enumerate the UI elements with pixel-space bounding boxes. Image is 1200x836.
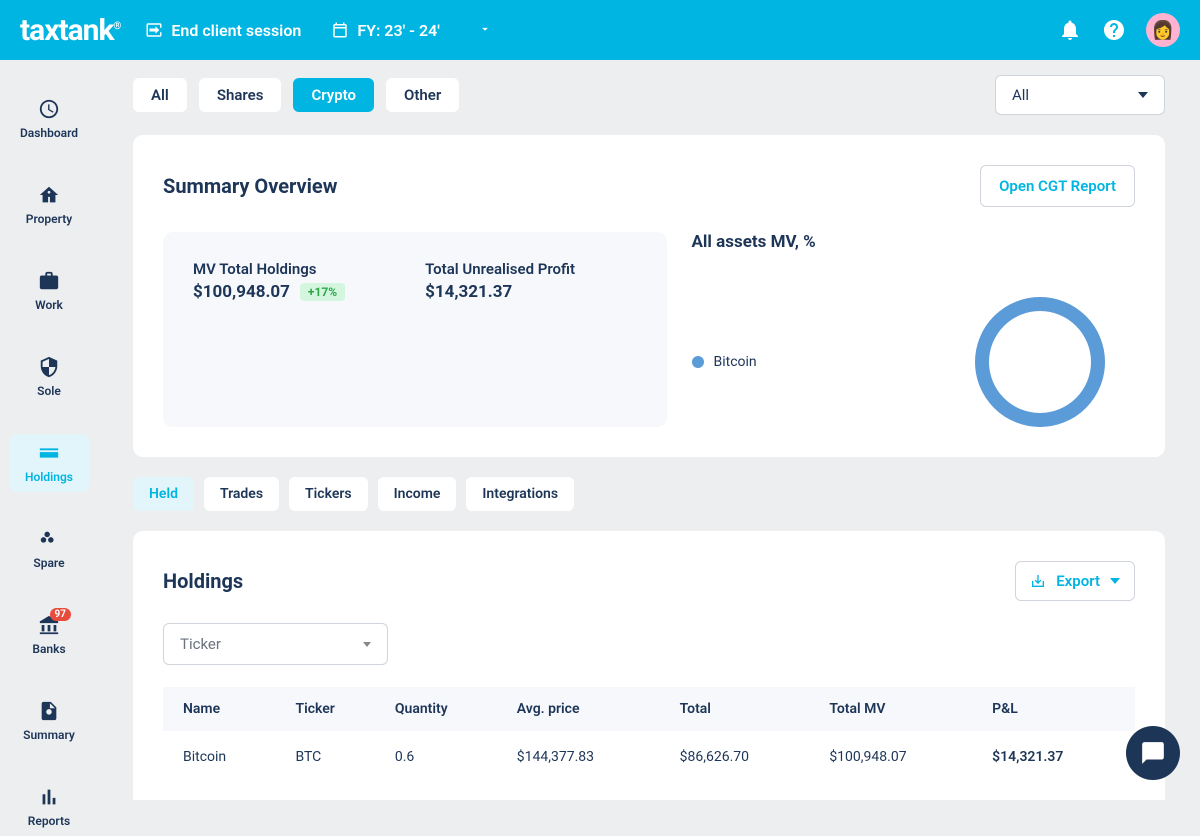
- fy-label: FY: 23' - 24': [357, 21, 440, 40]
- sidebar-item-spare[interactable]: Spare: [9, 520, 89, 578]
- filter-tab-crypto[interactable]: Crypto: [293, 78, 374, 112]
- col-avgprice: Avg. price: [507, 687, 670, 731]
- cell-avg: $144,377.83: [507, 731, 670, 783]
- sub-tabs: Held Trades Tickers Income Integrations: [133, 477, 1165, 511]
- sidebar-item-reports[interactable]: Reports: [9, 778, 89, 836]
- col-pl: P&L: [982, 687, 1135, 731]
- logout-icon: [145, 21, 163, 39]
- cell-ticker: BTC: [285, 731, 384, 783]
- sidebar-item-label: Summary: [23, 728, 75, 742]
- notifications-icon[interactable]: [1058, 18, 1082, 42]
- sidebar-item-label: Property: [26, 212, 72, 226]
- filter-tab-other[interactable]: Other: [386, 78, 459, 112]
- subtab-held[interactable]: Held: [133, 477, 194, 511]
- chat-icon: [1140, 740, 1166, 766]
- export-label: Export: [1056, 572, 1100, 590]
- sole-icon: [38, 356, 60, 378]
- sidebar-item-holdings[interactable]: Holdings: [9, 434, 89, 492]
- filter-row: All Shares Crypto Other All: [133, 75, 1165, 115]
- sidebar-item-label: Spare: [33, 556, 64, 570]
- calendar-icon: [331, 21, 349, 39]
- col-total: Total: [670, 687, 820, 731]
- help-icon[interactable]: [1102, 18, 1126, 42]
- sidebar-item-banks[interactable]: 97 Banks: [9, 606, 89, 664]
- filter-tab-all[interactable]: All: [133, 78, 187, 112]
- holdings-icon: [38, 442, 60, 464]
- dashboard-icon: [38, 98, 60, 120]
- sidebar-item-label: Holdings: [25, 470, 73, 484]
- profit-label: Total Unrealised Profit: [425, 260, 575, 278]
- avatar[interactable]: 👩: [1146, 13, 1180, 47]
- summary-icon: [38, 700, 60, 722]
- sidebar-item-sole[interactable]: Sole: [9, 348, 89, 406]
- ticker-dd-label: Ticker: [180, 635, 221, 653]
- cgt-report-button[interactable]: Open CGT Report: [980, 165, 1135, 207]
- holdings-title: Holdings: [163, 569, 243, 593]
- legend-label: Bitcoin: [714, 354, 757, 370]
- download-icon: [1030, 573, 1046, 589]
- legend-dot-icon: [692, 356, 704, 368]
- col-ticker: Ticker: [285, 687, 384, 731]
- main-content: All Shares Crypto Other All Summary Over…: [98, 60, 1200, 800]
- end-session-label: End client session: [171, 21, 301, 40]
- cell-total: $86,626.70: [670, 731, 820, 783]
- col-name: Name: [163, 687, 285, 731]
- sidebar-item-label: Dashboard: [20, 126, 78, 140]
- chat-button[interactable]: [1126, 726, 1180, 780]
- sidebar-item-label: Work: [35, 298, 63, 312]
- chart-legend: Bitcoin: [692, 354, 757, 370]
- reports-icon: [38, 786, 60, 808]
- export-button[interactable]: Export: [1015, 561, 1135, 601]
- chart-title: All assets MV, %: [692, 232, 1136, 252]
- summary-card: Summary Overview Open CGT Report MV Tota…: [133, 135, 1165, 457]
- summary-title: Summary Overview: [163, 174, 337, 198]
- subtab-income[interactable]: Income: [378, 477, 457, 511]
- filter-tab-shares[interactable]: Shares: [199, 78, 282, 112]
- sidebar-item-label: Sole: [37, 384, 61, 398]
- cell-pl: $14,321.37: [982, 731, 1135, 783]
- subtab-trades[interactable]: Trades: [204, 477, 279, 511]
- table-row[interactable]: Bitcoin BTC 0.6 $144,377.83 $86,626.70 $…: [163, 731, 1135, 783]
- subtab-integrations[interactable]: Integrations: [466, 477, 574, 511]
- sidebar-item-summary[interactable]: Summary: [9, 692, 89, 750]
- holdings-table: Name Ticker Quantity Avg. price Total To…: [163, 687, 1135, 783]
- col-totalmv: Total MV: [819, 687, 982, 731]
- chevron-down-icon: [363, 642, 371, 647]
- sidebar-item-dashboard[interactable]: Dashboard: [9, 90, 89, 148]
- sidebar: Dashboard Property Work Sole Holdings Sp…: [0, 60, 98, 800]
- mv-label: MV Total Holdings: [193, 260, 345, 278]
- cell-name: Bitcoin: [163, 731, 285, 783]
- stats-box: MV Total Holdings $100,948.07 +17% Total…: [163, 232, 667, 427]
- filter-dropdown[interactable]: All: [995, 75, 1165, 115]
- sidebar-item-work[interactable]: Work: [9, 262, 89, 320]
- chart-area: All assets MV, % Bitcoin: [692, 232, 1136, 427]
- holdings-card: Holdings Export Ticker Name Ticker Quant…: [133, 531, 1165, 800]
- fy-selector[interactable]: FY: 23' - 24': [331, 21, 492, 40]
- table-header-row: Name Ticker Quantity Avg. price Total To…: [163, 687, 1135, 731]
- spare-icon: [38, 528, 60, 550]
- sidebar-item-label: Reports: [28, 814, 70, 828]
- sidebar-item-property[interactable]: Property: [9, 176, 89, 234]
- mv-value: $100,948.07: [193, 282, 290, 302]
- logo: taxtank®: [20, 13, 120, 48]
- profit-value: $14,321.37: [425, 282, 575, 302]
- property-icon: [38, 184, 60, 206]
- subtab-tickers[interactable]: Tickers: [289, 477, 368, 511]
- header: taxtank® End client session FY: 23' - 24…: [0, 0, 1200, 60]
- work-icon: [38, 270, 60, 292]
- col-quantity: Quantity: [385, 687, 507, 731]
- chevron-down-icon: [1138, 92, 1148, 98]
- cell-mv: $100,948.07: [819, 731, 982, 783]
- cell-qty: 0.6: [385, 731, 507, 783]
- ticker-dropdown[interactable]: Ticker: [163, 623, 388, 665]
- chevron-down-icon: [1110, 578, 1120, 584]
- donut-chart: [975, 297, 1105, 427]
- end-session-button[interactable]: End client session: [145, 21, 301, 40]
- sidebar-item-label: Banks: [32, 642, 65, 656]
- chevron-down-icon: [478, 21, 492, 40]
- mv-change-badge: +17%: [300, 283, 345, 301]
- filter-dropdown-value: All: [1012, 86, 1029, 104]
- banks-badge: 97: [50, 608, 71, 621]
